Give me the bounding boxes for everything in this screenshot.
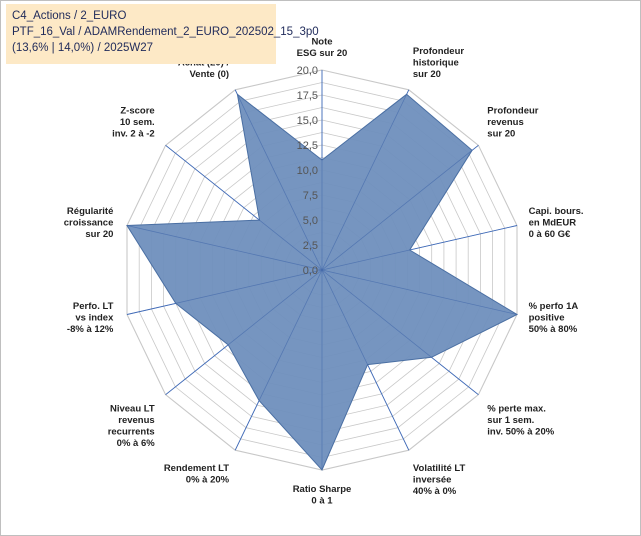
axis-label: % perfo 1A positive 50% à 80% — [529, 301, 579, 335]
axis-label: Z-score 10 sem. inv. 2 à -2 — [112, 106, 155, 140]
tick-label: 7,5 — [303, 190, 318, 202]
axis-label: Profondeur historique sur 20 — [413, 46, 464, 80]
radar-spoke-overlay — [321, 269, 410, 451]
tick-label: 20,0 — [297, 65, 318, 77]
radar-spoke-overlay — [321, 269, 518, 315]
axis-label: Capi. bours. en MdEUR 0 à 60 G€ — [529, 206, 584, 240]
axis-label: Volatilité LT inversée 40% à 0% — [413, 463, 466, 497]
radar-spoke-overlay — [321, 89, 410, 271]
axis-label: Niveau LT revenus recurrents 0% à 6% — [108, 403, 156, 449]
tick-label: 17,5 — [297, 90, 318, 102]
radial-tick-labels: 0,0 2,5 5,0 7,5 10,0 12,5 15,0 17,5 20,0 — [297, 65, 318, 277]
radar-spoke-overlay — [234, 89, 323, 271]
title-line-3: (13,6% | 14,0%) / 2025W27 — [12, 42, 154, 54]
chart-title-box: C4_Actions / 2_EURO PTF_16_Val / ADAMRen… — [6, 4, 319, 64]
tick-label: 12,5 — [297, 140, 318, 152]
axis-label: Note ESG sur 20 — [297, 37, 348, 60]
title-line-1: C4_Actions / 2_EURO — [12, 10, 127, 22]
radar-spoke-overlay — [165, 145, 323, 271]
tick-label: 0,0 — [303, 265, 318, 277]
axis-label: Régularité croissance sur 20 — [64, 206, 114, 240]
tick-label: 5,0 — [303, 215, 318, 227]
radar-spoke-overlay — [126, 269, 323, 315]
axis-label: % perte max. sur 1 sem. inv. 50% à 20% — [487, 403, 554, 437]
radar-spoke-overlay — [165, 269, 323, 395]
axis-label: Perfo. LT vs index -8% à 12% — [67, 301, 114, 335]
radar-spoke-overlay — [234, 269, 323, 451]
radar-spoke-overlay — [321, 225, 518, 271]
tick-label: 2,5 — [303, 240, 318, 252]
axis-label: Profondeur revenus sur 20 — [487, 106, 538, 140]
axis-label: Ratio Sharpe 0 à 1 — [293, 484, 352, 507]
radar-spoke-overlay — [321, 145, 479, 271]
title-line-2: PTF_16_Val / ADAMRendement_2_EURO_202502… — [12, 26, 319, 38]
tick-label: 10,0 — [297, 165, 318, 177]
axis-label: Rendement LT 0% à 20% — [164, 463, 230, 486]
radar-spoke-overlay — [321, 269, 479, 395]
tick-label: 15,0 — [297, 115, 318, 127]
radar-spoke-overlay — [126, 225, 323, 271]
